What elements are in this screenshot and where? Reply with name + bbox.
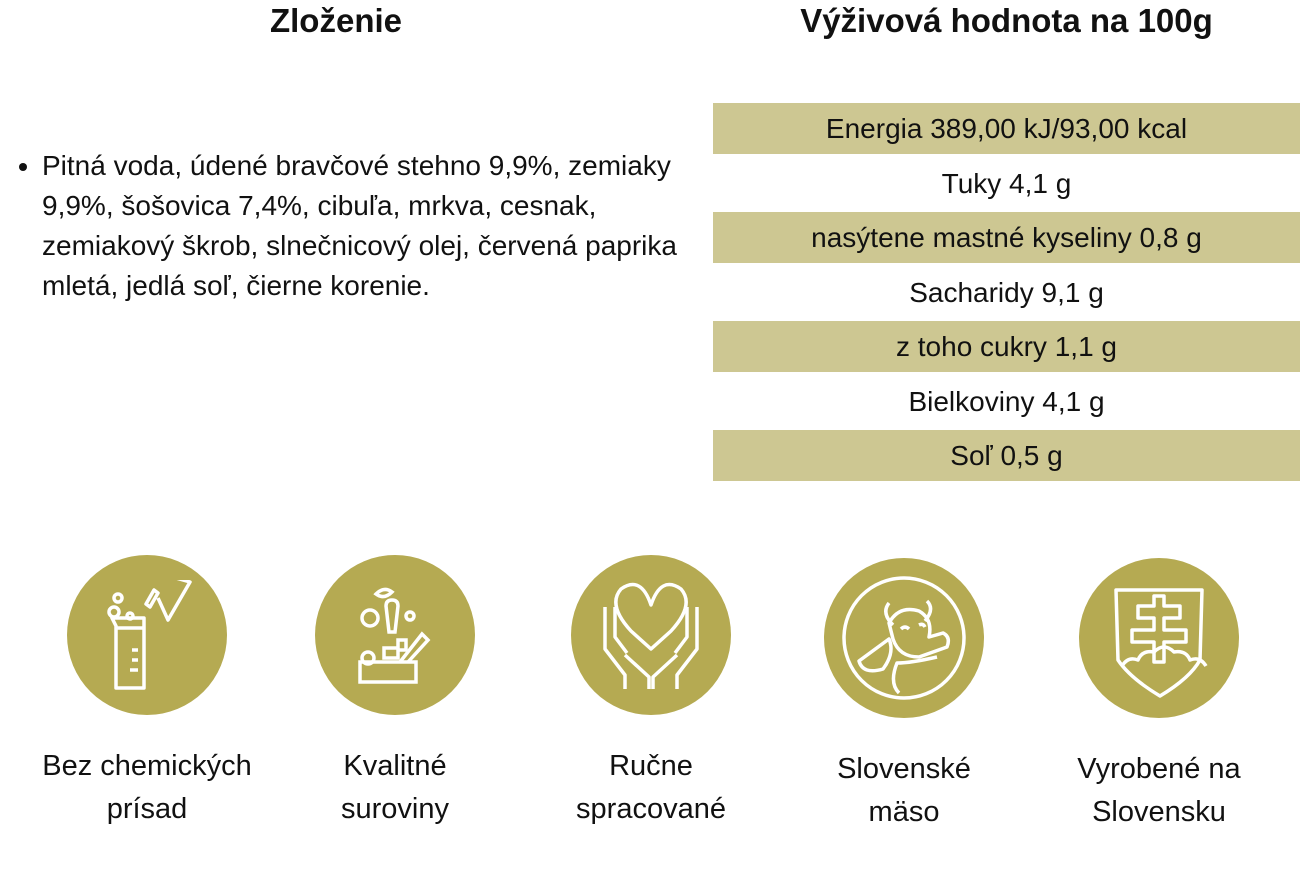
feature-quality-ingredients: Kvalitné suroviny (265, 555, 525, 831)
nutrition-row: Tuky 4,1 g (941, 167, 1072, 199)
feature-label: Vyrobené na (1077, 753, 1241, 785)
feature-label: Slovenské (837, 753, 971, 785)
feature-slovak-meat: Slovenské mäso (774, 555, 1034, 834)
feature-label: prísad (106, 793, 188, 825)
cow-icon (842, 576, 966, 700)
feature-handmade: Ručne spracované (521, 555, 781, 831)
hands-heart-icon (603, 582, 699, 689)
feature-no-chemicals: Bez chemických prísad (17, 555, 277, 831)
feature-label: mäso (868, 796, 940, 828)
nutrition-title: Výživová hodnota na 100g (800, 2, 1213, 39)
nutrition-row: Energia 389,00 kJ/93,00 kcal (713, 103, 1300, 154)
ingredients-title: Zloženie (269, 2, 403, 39)
feature-label: Slovensku (1092, 796, 1226, 828)
slovak-coat-of-arms-icon (1114, 588, 1208, 698)
nutrition-row: nasýtene mastné kyseliny 0,8 g (713, 212, 1300, 263)
feature-label: spracované (576, 793, 726, 825)
nutrition-row: Bielkoviny 4,1 g (908, 385, 1105, 417)
nutrition-table: Energia 389,00 kJ/93,00 kcal Tuky 4,1 g … (713, 103, 1300, 485)
feature-label: Kvalitné (343, 750, 447, 782)
ingredients-list: Pitná voda, údené bravčové stehno 9,9%, … (14, 146, 722, 306)
feature-label: Bez chemických (42, 750, 252, 782)
feature-label: suroviny (341, 793, 449, 825)
chemistry-icon (107, 580, 192, 690)
nutrition-row: Soľ 0,5 g (713, 430, 1300, 481)
feature-made-in-slovakia: Vyrobené na Slovensku (1029, 555, 1289, 834)
ingredients-text: Pitná voda, údené bravčové stehno 9,9%, … (42, 146, 722, 306)
feature-label: Ručne (609, 750, 693, 782)
nutrition-row: z toho cukry 1,1 g (713, 321, 1300, 372)
nutrition-row: Sacharidy 9,1 g (909, 276, 1104, 308)
vegetables-icon (358, 587, 431, 684)
